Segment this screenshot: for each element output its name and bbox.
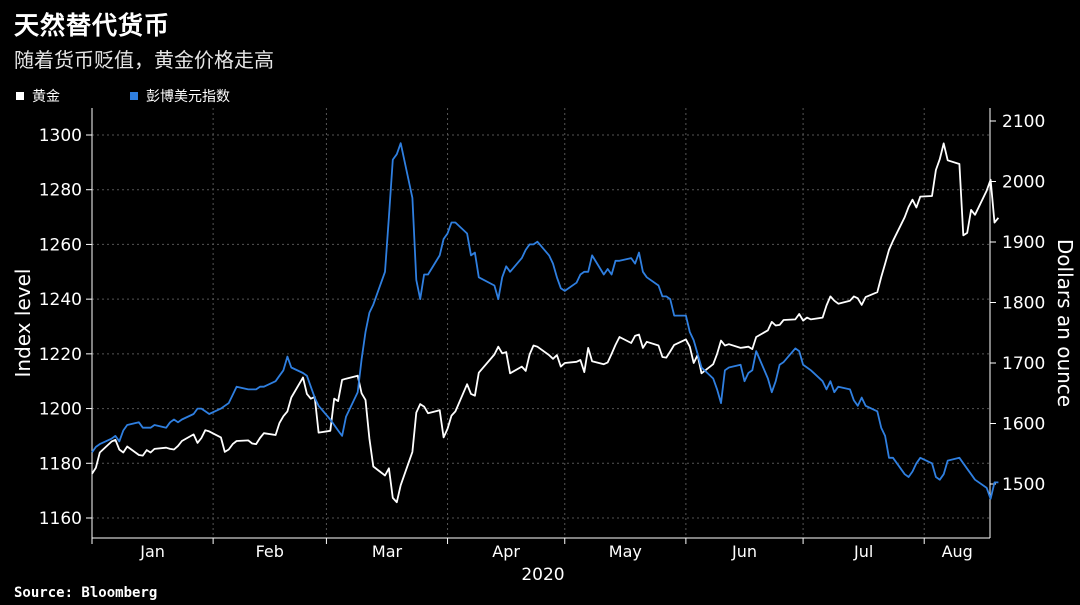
series-line-gold	[91, 142, 1000, 504]
y-tick-label-right: 2000	[1002, 173, 1045, 193]
y-tick-label-right: 1600	[1002, 415, 1045, 435]
legend-label-gold: 黄金	[32, 89, 60, 105]
legend-label-index: 彭博美元指数	[146, 89, 230, 105]
y-axis-label-left: Index level	[11, 269, 35, 378]
y-tick-label-left: 1280	[39, 181, 82, 201]
y-tick-label-right: 1700	[1002, 354, 1045, 374]
y-tick-label-left: 1300	[39, 126, 82, 146]
x-tick-label: Jun	[731, 542, 757, 561]
chart-title: 天然替代货币	[14, 11, 171, 40]
y-tick-label-left: 1180	[39, 454, 82, 474]
y-tick-label-left: 1220	[39, 345, 82, 365]
x-tick-label: Apr	[492, 542, 520, 561]
y-axis-label-right: Dollars an ounce	[1053, 239, 1077, 407]
y-tick-label-right: 2100	[1002, 112, 1045, 132]
y-tick-label-right: 1800	[1002, 294, 1045, 314]
y-tick-label-left: 1200	[39, 400, 82, 420]
x-tick-label: Mar	[372, 542, 403, 561]
legend: 黄金 彭博美元指数	[16, 86, 230, 106]
x-tick-label: Jul	[853, 542, 873, 561]
x-tick-label: Aug	[942, 542, 973, 561]
x-tick-label: Jan	[139, 542, 165, 561]
y-tick-label-left: 1160	[39, 509, 82, 529]
chart-subtitle: 随着货币贬值，黄金价格走高	[14, 48, 274, 72]
source-note: Source: Bloomberg	[14, 585, 158, 601]
legend-item-gold: 黄金	[16, 86, 60, 106]
y-tick-label-right: 1900	[1002, 233, 1045, 253]
y-tick-label-left: 1260	[39, 235, 82, 255]
series-line-dollar-index	[91, 142, 999, 500]
legend-swatch-gold	[16, 92, 24, 100]
x-tick-label: Feb	[256, 542, 284, 561]
y-tick-label-right: 1500	[1002, 475, 1045, 495]
legend-item-index: 彭博美元指数	[130, 86, 230, 106]
x-tick-label: May	[609, 542, 642, 561]
legend-swatch-index	[130, 92, 138, 100]
y-tick-label-left: 1240	[39, 290, 82, 310]
x-axis-label: 2020	[521, 565, 564, 585]
